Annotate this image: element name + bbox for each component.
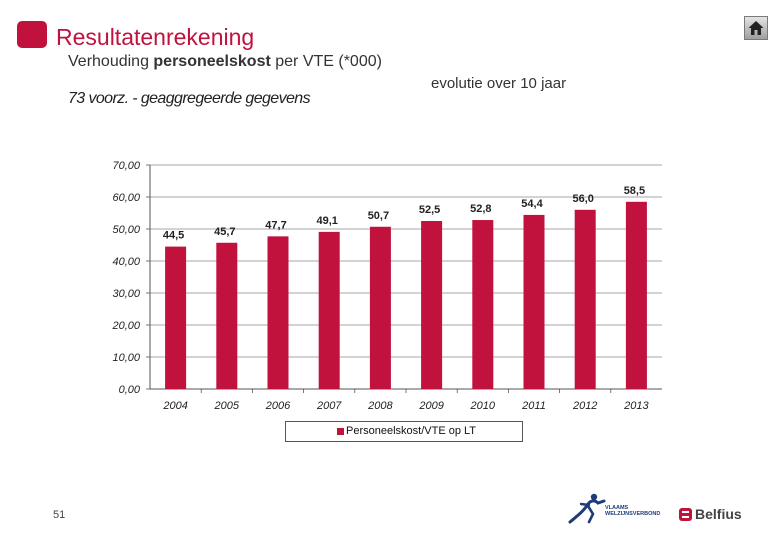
vvsg-wordmark: VLAAMS WELZIJNSVERBOND	[605, 505, 660, 517]
legend-swatch	[337, 428, 344, 435]
bar	[216, 242, 238, 389]
page-number: 51	[53, 509, 66, 521]
y-tick-label: 50,00	[112, 224, 140, 236]
belfius-mark-icon	[679, 508, 692, 521]
period-label: evolutie over 10 jaar	[431, 75, 567, 92]
y-tick-label: 40,00	[112, 256, 140, 268]
bar	[625, 201, 647, 389]
y-tick-label: 30,00	[112, 288, 140, 300]
bar	[369, 226, 391, 389]
x-tick-label: 2012	[572, 400, 597, 412]
bar	[318, 231, 340, 389]
data-label: 54,4	[521, 198, 543, 210]
belfius-wordmark: Belfius	[695, 506, 742, 522]
x-tick-label: 2010	[470, 400, 496, 412]
legend-label: Personeelskost/VTE op LT	[346, 425, 477, 437]
vvsg-logo: VLAAMS WELZIJNSVERBOND	[567, 492, 677, 526]
data-label: 58,5	[624, 185, 645, 197]
x-tick-label: 2013	[623, 400, 649, 412]
page-subtitle: Verhouding personeelskost per VTE (*000)	[68, 53, 382, 71]
chart-title: 73 voorz. - geaggregeerde gegevens	[68, 90, 311, 107]
subtitle-suffix: per VTE (*000)	[270, 53, 382, 70]
data-label: 52,5	[419, 204, 440, 216]
bar	[267, 236, 289, 389]
chart-legend: Personeelskost/VTE op LT	[285, 421, 523, 442]
x-tick-label: 2009	[418, 400, 443, 412]
x-tick-label: 2005	[214, 400, 240, 412]
bar	[165, 246, 187, 389]
data-label: 45,7	[214, 226, 235, 238]
subtitle-bold: personeelskost	[153, 53, 271, 70]
home-icon	[748, 21, 764, 35]
y-tick-label: 20,00	[111, 320, 140, 332]
data-label: 44,5	[163, 230, 184, 242]
home-button[interactable]	[744, 16, 768, 40]
x-tick-label: 2011	[521, 400, 546, 412]
bar	[523, 214, 545, 389]
page-title: Resultatenrekening	[56, 24, 255, 50]
data-label: 47,7	[265, 219, 286, 231]
x-tick-label: 2007	[316, 400, 342, 412]
runner-icon	[568, 493, 606, 524]
data-label: 50,7	[368, 210, 389, 222]
x-tick-label: 2004	[162, 400, 187, 412]
subtitle-prefix: Verhouding	[68, 53, 154, 70]
vvsg-line1: VLAAMS	[605, 505, 629, 511]
y-tick-label: 0,00	[119, 384, 141, 396]
data-label: 52,8	[470, 203, 491, 215]
bar	[472, 220, 494, 389]
x-tick-label: 2006	[265, 400, 291, 412]
data-label: 56,0	[572, 193, 593, 205]
x-tick-label: 2008	[367, 400, 393, 412]
y-tick-label: 70,00	[112, 160, 140, 172]
vvsg-line2: WELZIJNSVERBOND	[605, 511, 661, 517]
y-tick-label: 10,00	[112, 352, 140, 364]
data-label: 49,1	[316, 215, 337, 227]
brand-square	[17, 21, 47, 48]
bar	[421, 221, 443, 389]
bar	[574, 209, 596, 389]
y-tick-label: 60,00	[112, 192, 140, 204]
belfius-logo: Belfius	[679, 505, 775, 525]
